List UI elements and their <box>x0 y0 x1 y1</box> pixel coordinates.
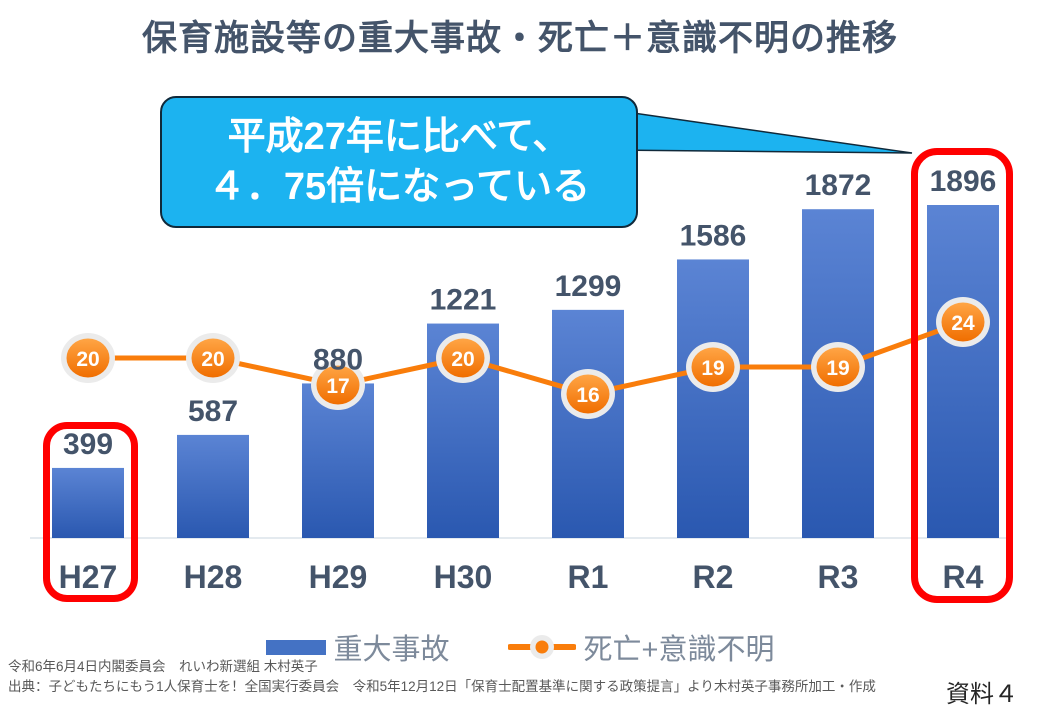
marker-r1 <box>566 374 610 414</box>
legend: 重大事故 死亡+意識不明 <box>0 626 1040 668</box>
legend-label-line: 死亡+意識不明 <box>583 634 775 666</box>
bar-series-swatch <box>265 639 326 655</box>
marker-h29 <box>316 365 360 405</box>
x-label-r4: R4 <box>943 559 984 595</box>
legend-item-line: 死亡+意識不明 <box>507 626 775 668</box>
x-label-h28: H28 <box>184 559 243 595</box>
bar-r1 <box>552 309 624 538</box>
bar-h28 <box>177 434 249 538</box>
x-label-h29: H29 <box>309 559 368 595</box>
marker-value-h28: 20 <box>201 348 224 371</box>
marker-r2 <box>691 347 735 387</box>
bar-value-h28: 587 <box>188 395 238 428</box>
x-label-r3: R3 <box>818 559 859 595</box>
highlight-box-r4 <box>911 148 1013 603</box>
marker-h30 <box>441 338 485 378</box>
footer-line1: 令和6年6月4日内閣委員会 れいわ新選組 木村英子 <box>8 659 318 674</box>
legend-item-bar: 重大事故 <box>265 626 450 668</box>
speech-bubble-line2: ４．75倍になっている <box>207 166 591 208</box>
bar-value-h27: 399 <box>63 428 113 461</box>
x-label-r1: R1 <box>568 559 609 595</box>
highlight-box-h27 <box>43 422 138 602</box>
bar-value-r1: 1299 <box>555 270 622 303</box>
marker-h28 <box>191 338 235 378</box>
bar-value-r2: 1586 <box>680 219 747 252</box>
x-label-h30: H30 <box>434 559 493 595</box>
bar-r2 <box>677 259 749 538</box>
marker-value-h30: 20 <box>451 348 474 371</box>
marker-value-h29: 17 <box>326 375 349 398</box>
bar-value-h29: 880 <box>313 343 363 376</box>
bar-value-r3: 1872 <box>805 169 872 202</box>
speech-bubble-line1: 平成27年に比べて、 <box>227 115 571 158</box>
page-title: 保育施設等の重大事故・死亡＋意識不明の推移 <box>141 19 898 58</box>
line-series-swatch <box>507 635 576 659</box>
legend-label-bar: 重大事故 <box>333 634 450 666</box>
x-label-r2: R2 <box>693 559 734 595</box>
marker-value-h27: 20 <box>76 348 99 371</box>
footer: 令和6年6月4日内閣委員会 れいわ新選組 木村英子 出典：子どもたちにもう1人保… <box>8 657 876 698</box>
marker-value-r2: 19 <box>701 357 724 380</box>
marker-value-r3: 19 <box>826 357 849 380</box>
bar-h27 <box>52 467 124 538</box>
marker-r3 <box>816 347 860 387</box>
bar-value-r4: 1896 <box>930 165 997 198</box>
document-number: 資料４ <box>946 681 1018 708</box>
marker-value-r4: 24 <box>951 312 975 335</box>
footer-line2: 出典：子どもたちにもう1人保育士を！全国実行委員会 令和5年12月12日「保育士… <box>8 679 876 695</box>
speech-bubble: 平成27年に比べて、 ４．75倍になっている <box>160 96 638 228</box>
bar-r4 <box>927 205 999 538</box>
bar-value-h30: 1221 <box>430 284 497 317</box>
marker-value-r1: 16 <box>576 384 599 407</box>
marker-h27 <box>66 338 110 378</box>
marker-r4 <box>941 302 985 342</box>
x-label-h27: H27 <box>59 559 118 595</box>
